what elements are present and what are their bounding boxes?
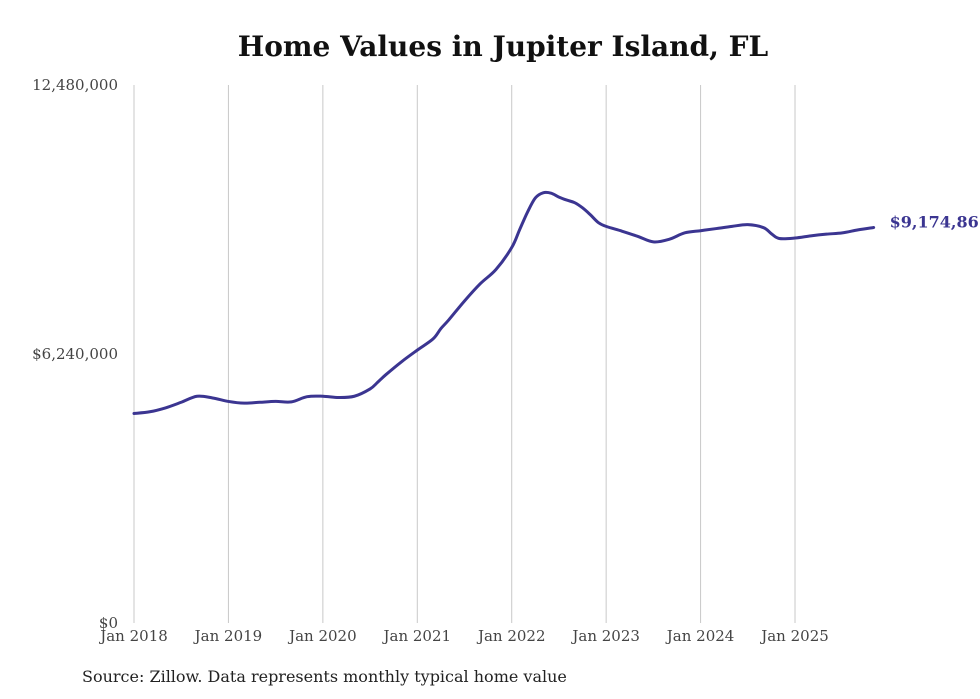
x-tick-label-3: Jan 2021: [382, 627, 452, 645]
y-tick-label-1: $6,240,000: [32, 345, 118, 363]
series-line-0: [132, 190, 876, 415]
x-tick-label-2: Jan 2020: [287, 627, 357, 645]
x-tick-label-6: Jan 2024: [665, 627, 735, 645]
x-tick-label-0: Jan 2018: [98, 627, 168, 645]
source-note: Source: Zillow. Data represents monthly …: [82, 667, 567, 686]
chart-title: Home Values in Jupiter Island, FL: [237, 30, 769, 63]
y-tick-label-2: 12,480,000: [32, 76, 118, 94]
x-tick-label-4: Jan 2022: [476, 627, 546, 645]
x-tick-label-1: Jan 2019: [193, 627, 263, 645]
end-value-label: $9,174,865: [890, 212, 980, 231]
x-tick-label-5: Jan 2023: [570, 627, 640, 645]
x-tick-label-7: Jan 2025: [759, 627, 829, 645]
y-tick-label-0: $0: [99, 614, 118, 632]
